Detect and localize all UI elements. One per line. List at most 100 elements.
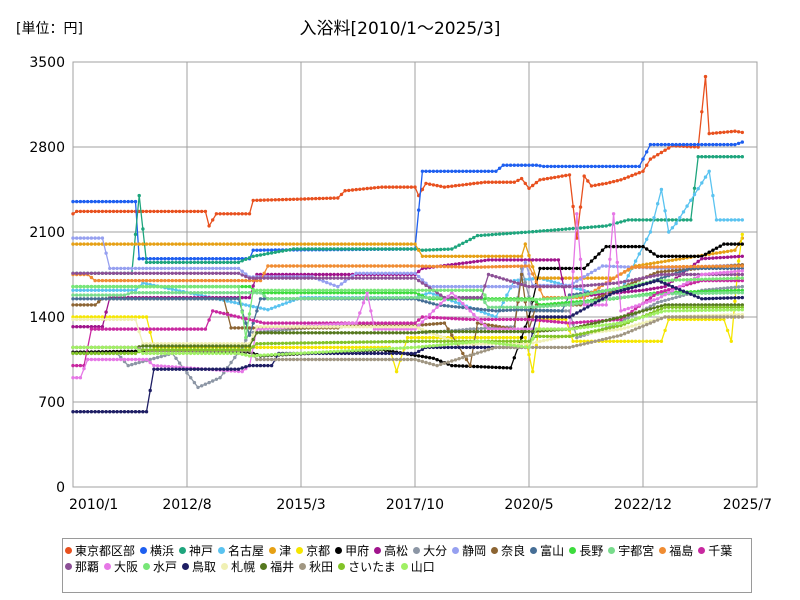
data-point: [78, 199, 83, 204]
data-point: [155, 367, 160, 371]
data-point: [681, 254, 686, 258]
data-point: [266, 363, 270, 368]
data-point: [450, 342, 454, 346]
data-point: [497, 309, 502, 313]
data-point: [394, 247, 399, 251]
data-point: [497, 335, 502, 340]
data-point: [619, 178, 623, 182]
data-point: [417, 349, 421, 354]
data-point: [736, 259, 741, 263]
data-point: [692, 277, 697, 282]
data-point: [450, 254, 454, 258]
data-point: [155, 364, 160, 368]
data-point: [369, 291, 373, 295]
data-point: [207, 318, 211, 322]
data-point: [387, 347, 391, 351]
data-point: [229, 257, 233, 261]
data-point: [111, 327, 116, 331]
data-point: [207, 284, 211, 289]
data-point: [626, 164, 630, 169]
data-point: [442, 254, 447, 258]
data-point: [648, 313, 653, 317]
data-point: [218, 297, 222, 301]
data-point: [372, 331, 377, 335]
data-point: [380, 340, 384, 344]
data-point: [86, 284, 90, 289]
data-point: [531, 336, 535, 340]
data-point: [428, 315, 432, 320]
data-point: [527, 308, 531, 312]
data-point: [512, 284, 516, 289]
data-point: [365, 345, 369, 350]
data-point: [222, 351, 226, 356]
data-point: [413, 264, 417, 268]
data-point: [633, 339, 638, 343]
data-point: [652, 252, 656, 256]
data-point: [255, 319, 259, 323]
data-point: [137, 271, 141, 275]
data-point: [332, 242, 336, 246]
data-point: [159, 344, 163, 348]
data-point: [251, 321, 255, 325]
data-point: [108, 297, 112, 301]
series-7: [71, 254, 744, 329]
data-point: [519, 327, 524, 331]
data-point: [516, 254, 520, 258]
data-point: [222, 311, 226, 316]
data-point: [534, 305, 539, 309]
data-point: [251, 254, 255, 258]
data-point: [229, 348, 233, 352]
data-point: [192, 209, 197, 214]
data-point: [519, 305, 524, 309]
data-point: [578, 309, 583, 313]
data-point: [185, 351, 189, 356]
data-point: [633, 323, 638, 327]
data-point: [733, 269, 737, 274]
data-point: [233, 242, 237, 246]
data-point: [608, 336, 612, 340]
data-point: [652, 279, 656, 284]
data-point: [464, 265, 469, 269]
data-point: [725, 291, 730, 295]
data-point: [733, 255, 737, 259]
data-point: [233, 355, 237, 360]
data-point: [347, 188, 351, 193]
data-point: [578, 257, 583, 261]
data-point: [512, 264, 516, 268]
data-point: [394, 331, 399, 335]
data-point: [82, 325, 86, 329]
legend-item: 静岡: [452, 542, 486, 558]
data-point: [196, 297, 200, 301]
data-point: [586, 179, 590, 183]
data-point: [707, 169, 711, 173]
data-point: [553, 327, 557, 331]
data-point: [200, 291, 204, 295]
data-point: [269, 288, 274, 292]
data-point: [405, 327, 410, 331]
data-point: [295, 242, 299, 246]
data-point: [376, 288, 380, 292]
data-point: [494, 254, 498, 258]
data-point: [553, 284, 557, 289]
data-point: [516, 329, 520, 334]
data-point: [144, 291, 149, 295]
data-point: [108, 242, 112, 246]
data-point: [615, 179, 619, 183]
data-point: [516, 327, 520, 331]
data-point: [339, 288, 344, 292]
data-point: [207, 380, 211, 385]
data-point: [685, 305, 689, 309]
data-point: [108, 278, 112, 283]
data-point: [214, 310, 219, 314]
data-point: [633, 317, 638, 321]
data-point: [229, 351, 233, 356]
data-point: [637, 218, 641, 222]
data-point: [670, 269, 675, 273]
data-point: [365, 291, 369, 295]
data-point: [163, 242, 167, 246]
data-point: [306, 242, 311, 246]
data-point: [325, 280, 329, 285]
data-point: [622, 265, 627, 269]
data-point: [97, 345, 101, 350]
data-point: [170, 348, 174, 352]
